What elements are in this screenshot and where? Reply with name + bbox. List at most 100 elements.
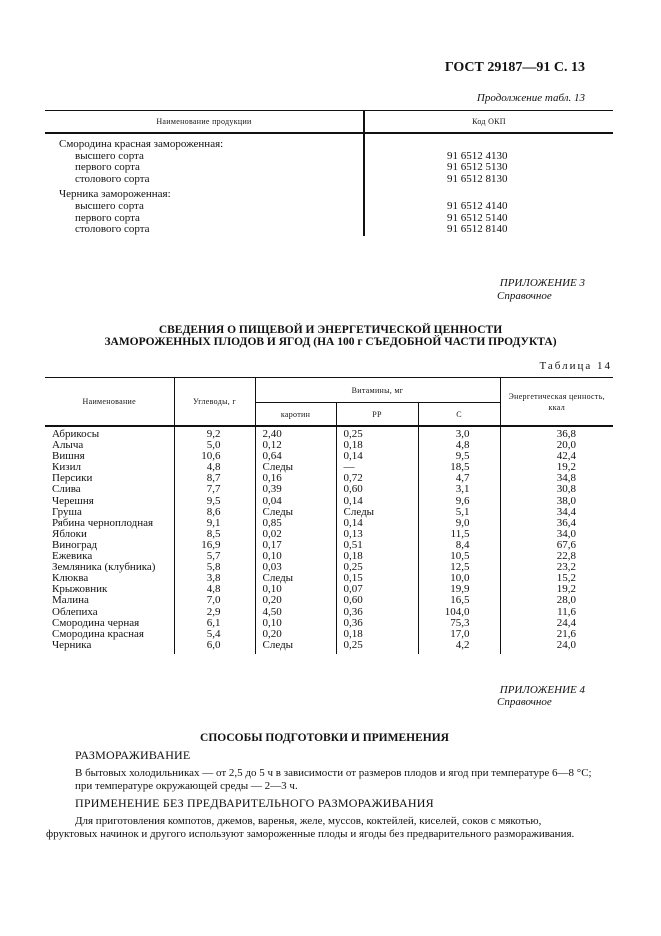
pp: 0,18 [335,550,418,563]
col-header-pp: PP [335,402,418,426]
carotene: Следы [254,462,336,474]
energy: 23,2 [499,562,613,574]
appendix3-title-line2: ЗАМОРОЖЕННЫХ ПЛОДОВ И ЯГОД (НА 100 г СЪЕ… [104,336,557,348]
appendix3-title-line1: СВЕДЕНИЯ О ПИЩЕВОЙ И ЭНЕРГЕТИЧЕСКОЙ ЦЕНН… [158,324,503,336]
okp-code: 91 6512 8130 [447,172,508,185]
pp: 0,25 [335,639,418,651]
energy: 20,0 [499,439,613,452]
table-group-row: Черника замороженная: [45,185,613,201]
table-row: Алыча 5,0 0,12 0,18 4,8 20,0 [45,439,613,452]
carotene: 0,85 [254,517,336,529]
carbs: 6,0 [173,639,255,651]
table-row: Абрикосы 9,2 2,40 0,25 3,0 36,8 [45,426,613,441]
document-reference: ГОСТ 29187—91 С. 13 [444,60,585,75]
carotene: 0,10 [254,550,336,563]
carbs: 8,6 [173,506,255,518]
carotene: 0,17 [254,539,336,552]
carbs: 9,2 [173,426,255,441]
energy: 21,6 [499,628,613,640]
col-header-energy: Энергетическая ценность, ккал [499,377,613,426]
carbs: 16,9 [173,539,255,552]
carbs: 2,9 [173,606,255,618]
vitamin-c: 19,9 [417,584,501,596]
table-row: Смородина красная 5,4 0,20 0,18 17,0 21,6 [45,627,613,640]
energy: 42,4 [499,451,613,463]
table-row: Клюква 3,8 Следы 0,15 10,0 15,2 [45,572,613,585]
carotene: 2,40 [254,426,336,441]
carbs: 6,1 [173,617,255,629]
col-header-vitamins: Витамины, мг [254,377,501,403]
vitamin-c: 10,0 [417,573,501,585]
vitamin-c: 12,5 [417,562,501,574]
carotene: 4,50 [254,606,336,618]
product-name: Клюква [52,572,89,585]
carbs: 5,4 [173,628,255,640]
grade: первого сорта [45,162,365,174]
product-name: Черешня [52,494,94,507]
vitamin-c: 3,1 [417,484,501,496]
table-row: Яблоки 8,5 0,02 0,13 11,5 34,0 [45,528,613,540]
carbs: 5,7 [173,550,255,563]
table-row: Кизил 4,8 Следы —18,5 19,2 [45,461,613,474]
table13-caption: Продолжение табл. 13 [476,92,585,104]
carotene: 0,04 [254,495,336,507]
table-row: Ежевика 5,7 0,10 0,18 10,5 22,8 [45,550,613,563]
product-name: Груша [52,505,82,518]
carbs: 3,8 [173,573,255,585]
product-name: Ежевика [52,550,93,563]
pp: 0,14 [335,451,418,463]
product-name: Виноград [52,538,98,551]
table-row: Груша 8,6 Следы Следы 5,1 34,4 [45,505,613,518]
vitamin-c: 104,0 [417,606,501,618]
product-name: Облепиха [52,605,98,618]
carbs: 8,7 [173,473,255,485]
appendix4-label: ПРИЛОЖЕНИЕ 4 [499,684,585,696]
energy: 36,8 [499,426,613,441]
table-row: Малина 7,0 0,20 0,60 16,5 28,0 [45,595,613,607]
appendix3-type: Справочное [497,290,552,302]
energy: 34,4 [499,506,613,518]
energy: 30,8 [499,484,613,496]
carbs: 8,5 [173,528,255,540]
energy: 34,8 [499,473,613,485]
pp: 0,14 [335,495,418,507]
col-header-code: Код ОКП [364,110,613,134]
pp: 0,18 [335,439,418,452]
energy: 34,0 [499,528,613,540]
energy: 24,4 [499,617,613,629]
carbs: 7,0 [173,595,255,607]
pp: 0,60 [335,484,418,496]
product-name: Кизил [52,461,81,474]
carotene: 0,12 [254,439,336,452]
table-row: высшего сорта 91 6512 4140 [45,200,613,213]
product-name: Смородина красная [52,627,144,640]
pp: — [335,462,418,474]
product-name: Вишня [52,450,85,463]
group-name: Смородина красная замороженная: [45,133,365,151]
vitamin-c: 75,3 [417,617,501,629]
table-row: Слива 7,7 0,39 0,60 3,1 30,8 [45,483,613,496]
col-header-product: Наименование продукции [45,110,365,134]
col-header-carbs: Углеводы, г [173,377,255,426]
vitamin-c: 17,0 [417,628,501,640]
grade: столового сорта [45,224,365,236]
product-name: Слива [52,483,81,496]
pp: 0,25 [335,562,418,574]
table-row: первого сорта 91 6512 5130 [45,162,613,174]
carotene: 0,39 [254,484,336,496]
section-usage-line1: Для приготовления компотов, джемов, варе… [75,815,542,827]
vitamin-c: 11,5 [417,528,501,540]
okp-code: 91 6512 5140 [447,211,508,224]
col-header-name: Наименование [45,377,174,426]
carbs: 5,0 [173,439,255,452]
table-row: Черника 6,0 Следы 0,25 4,2 24,0 [45,638,613,651]
pp: 0,14 [335,517,418,529]
energy: 22,8 [499,550,613,563]
table-14: Наименование Углеводы, г Витамины, мг Эн… [45,377,613,654]
product-name: Черника [52,638,92,651]
carbs: 9,5 [173,495,255,507]
appendix3-label: ПРИЛОЖЕНИЕ 3 [499,277,585,289]
vitamin-c: 4,2 [417,639,501,651]
carotene: Следы [254,506,336,518]
carotene: 0,02 [254,528,336,540]
